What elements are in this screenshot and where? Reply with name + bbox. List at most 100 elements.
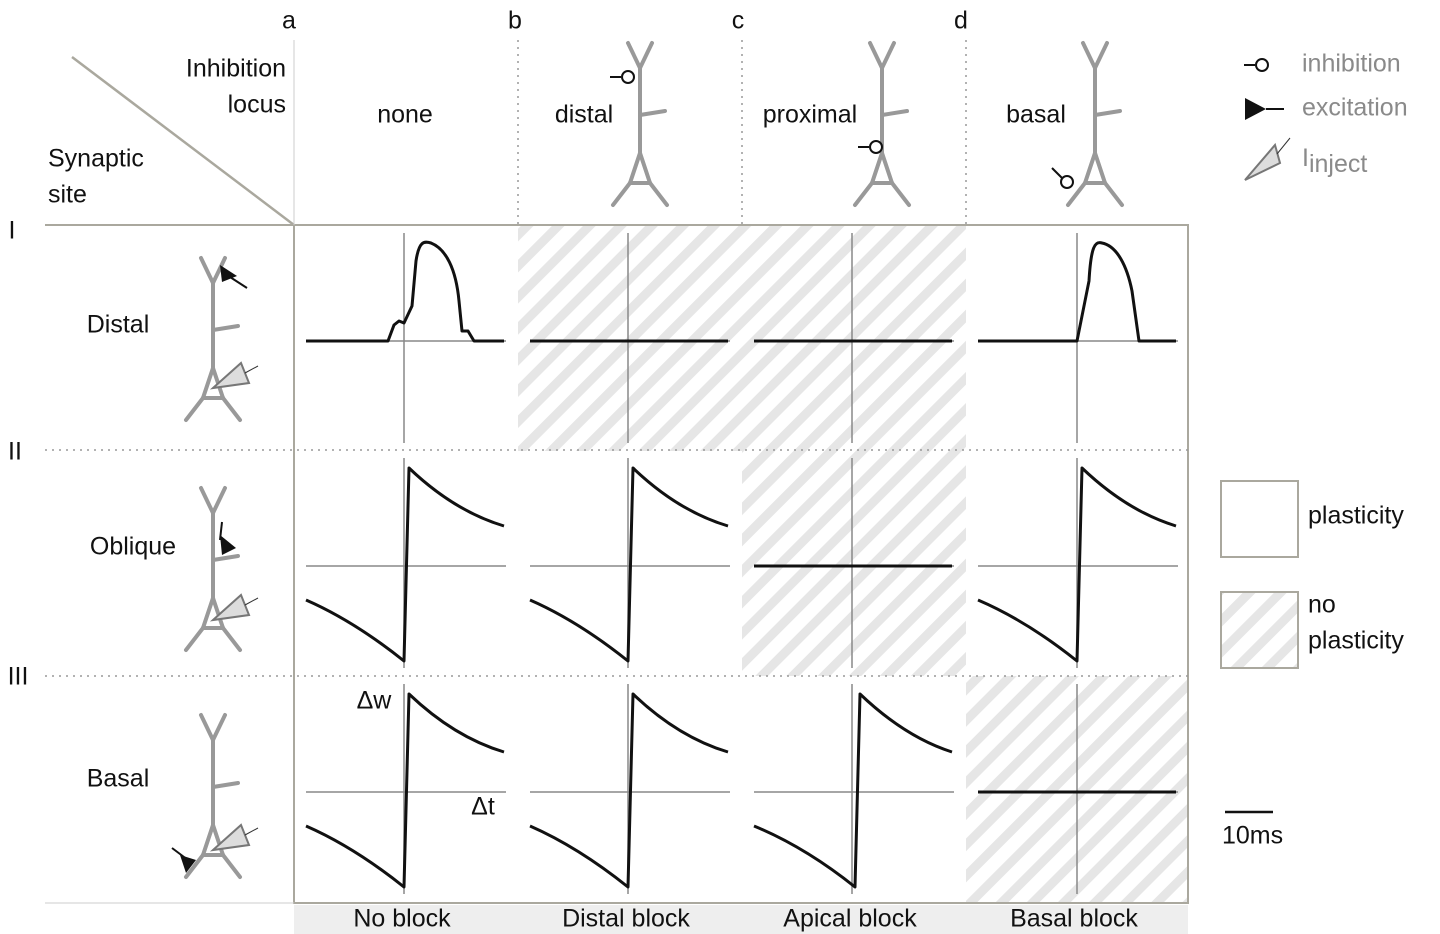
neuron-branch (870, 151, 884, 185)
neuron-branch (1093, 109, 1122, 117)
inhibition-locus: basal (1006, 101, 1066, 129)
corner-label: Inhibition (186, 55, 286, 83)
neuron-branch (211, 596, 225, 630)
excitation-marker (220, 535, 236, 555)
legend-label-subscript: inject (1309, 150, 1367, 178)
no-plasticity-cell (742, 450, 966, 676)
inject-tip (244, 827, 259, 836)
waveform (978, 241, 1176, 343)
corner-diagonal (71, 56, 295, 226)
synaptic-site: Oblique (90, 533, 176, 561)
no-plasticity-swatch (1220, 591, 1299, 669)
column-footer: Basal block (1010, 905, 1138, 933)
neuron-branch (611, 181, 632, 207)
no-plasticity-cell (742, 225, 966, 451)
neuron-icon (1066, 41, 1124, 207)
waveform (529, 466, 729, 663)
neuron-branch (880, 151, 894, 185)
neuron-branch (1066, 181, 1087, 207)
neuron-branch (1093, 151, 1107, 185)
neuron-branch (626, 41, 642, 70)
inhibition-marker (621, 70, 635, 84)
inhibition-marker (1255, 58, 1269, 72)
column-footer: No block (353, 905, 451, 933)
inhibition-locus: distal (555, 101, 613, 129)
neuron-branch (1083, 151, 1097, 185)
legend-label: no (1308, 591, 1336, 619)
neuron-branch (890, 181, 911, 207)
inhibition-marker (1060, 175, 1074, 189)
neuron-branch (199, 486, 215, 515)
neuron-branch (199, 713, 215, 742)
corner-label: locus (228, 91, 286, 119)
neuron-branch (211, 486, 227, 515)
inject-pipette (1244, 142, 1282, 181)
neuron-branch (211, 713, 227, 742)
column-letter: b (508, 7, 522, 35)
plasticity-swatch (1220, 480, 1299, 558)
corner-label: Synaptic (48, 145, 144, 173)
inhibition-locus: proximal (763, 101, 857, 129)
neuron-icon (853, 41, 911, 207)
legend-label: Iinject (1302, 144, 1367, 178)
neuron-branch (221, 626, 242, 652)
column-footer: Distal block (562, 905, 690, 933)
footer-band (294, 905, 1188, 934)
waveform (977, 466, 1177, 663)
excitation-stem (219, 521, 223, 541)
neuron-branch (221, 853, 242, 879)
inject-tip (244, 365, 259, 374)
neuron-branch (211, 324, 240, 332)
inject-pipette (209, 593, 251, 622)
waveform (306, 240, 504, 343)
inject-tip (244, 597, 259, 606)
neuron-icon (184, 713, 242, 879)
excitation-marker (1245, 98, 1266, 120)
synaptic-site: Distal (87, 311, 150, 339)
row-numeral: III (8, 663, 29, 691)
neuron-branch (880, 109, 909, 117)
neuron-branch (199, 256, 215, 285)
neuron-branch (201, 366, 215, 400)
column-footer: Apical block (783, 905, 917, 933)
neuron-branch (201, 596, 215, 630)
waveform (305, 692, 505, 889)
legend-label-main: I (1302, 144, 1309, 172)
neuron-branch (184, 396, 205, 422)
neuron-branch (638, 41, 654, 70)
neuron-branch (638, 151, 652, 185)
neuron-branch (201, 823, 215, 857)
neuron-branch (184, 626, 205, 652)
neuron-branch (184, 853, 205, 879)
axis-label: Δt (471, 793, 495, 821)
waveform (753, 692, 953, 889)
inject-tip (1276, 137, 1291, 155)
neuron-branch (1103, 181, 1124, 207)
legend-label: inhibition (1302, 50, 1401, 78)
neuron-branch (648, 181, 669, 207)
neuron-branch (1081, 41, 1097, 70)
legend-label: plasticity (1308, 627, 1404, 655)
column-letter: d (954, 7, 968, 35)
neuron-branch (880, 41, 896, 70)
grid-frame (293, 224, 1189, 904)
waveform (305, 466, 505, 663)
neuron-branch (1093, 41, 1109, 70)
neuron-branch (853, 181, 874, 207)
neuron-icon (184, 486, 242, 652)
synaptic-site: Basal (87, 765, 150, 793)
neuron-branch (211, 781, 240, 789)
excitation-marker (220, 265, 237, 282)
legend-label: plasticity (1308, 502, 1404, 530)
neuron-branch (628, 151, 642, 185)
neuron-icon (184, 256, 242, 422)
neuron-branch (868, 41, 884, 70)
no-plasticity-cell (518, 225, 742, 451)
excitation-stem (171, 847, 189, 861)
scale-bar-label: 10ms (1222, 822, 1283, 850)
waveform (529, 692, 729, 889)
neuron-branch (211, 554, 240, 562)
excitation-marker (180, 855, 196, 873)
axis-label: Δw (357, 687, 393, 715)
